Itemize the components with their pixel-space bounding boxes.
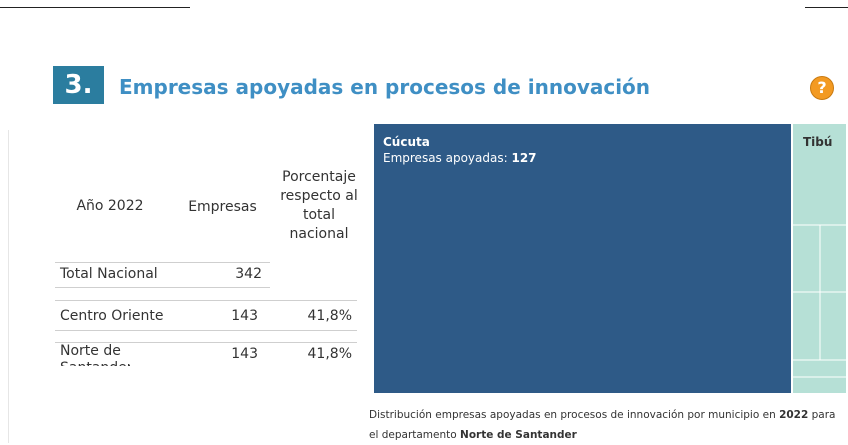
frame-line: [805, 7, 848, 8]
row-label: Centro Oriente: [60, 308, 164, 324]
value-label: Empresas apoyadas:: [383, 151, 508, 165]
caption-text: Distribución empresas apoyadas en proces…: [369, 409, 780, 421]
row-line: [55, 287, 270, 288]
section-number: 3.: [53, 66, 104, 104]
row-percent: 41,8%: [307, 346, 352, 362]
row-line: [55, 300, 357, 301]
row-label: Total Nacional: [60, 266, 158, 282]
tile-borders: [793, 224, 846, 378]
table-header: Porcentaje respecto al total nacional: [280, 169, 358, 242]
row-percent: 41,8%: [307, 308, 352, 324]
help-icon[interactable]: ?: [810, 76, 834, 100]
tile-label: Tibú: [803, 135, 832, 149]
row-value: 143: [231, 346, 258, 362]
caption-text: para el departamento: [369, 409, 836, 441]
caption-dept: Norte de Santander: [460, 429, 577, 441]
tile-label: Cúcuta: [383, 135, 430, 149]
section-title: Empresas apoyadas en procesos de innovac…: [119, 75, 651, 99]
tile-value: Empresas apoyadas: 127: [383, 151, 537, 165]
row-value: 143: [231, 308, 258, 324]
caption: Distribución empresas apoyadas en proces…: [369, 405, 839, 445]
value: 127: [511, 151, 536, 165]
row-value: 342: [235, 266, 262, 282]
row-line: [55, 330, 357, 331]
table-header: Empresas: [188, 199, 257, 215]
row-line: [55, 342, 357, 343]
tile[interactable]: [374, 124, 791, 393]
frame-line: [8, 130, 9, 443]
row-label: Norte de Santander: [60, 343, 130, 366]
table-header: Año 2022: [76, 198, 144, 214]
frame-line: [0, 7, 190, 8]
row-line: [55, 262, 270, 263]
caption-year: 2022: [779, 409, 809, 421]
